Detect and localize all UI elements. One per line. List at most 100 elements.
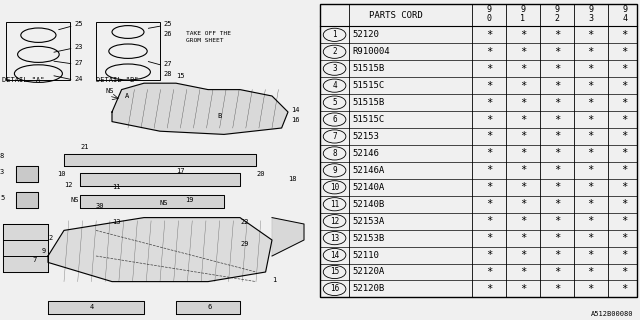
Text: *: * [520, 284, 526, 294]
Text: *: * [520, 250, 526, 260]
Text: *: * [621, 250, 628, 260]
Text: 3: 3 [0, 169, 4, 175]
Text: *: * [486, 216, 492, 226]
Text: *: * [554, 182, 560, 192]
Text: 24: 24 [74, 76, 83, 82]
Text: *: * [554, 81, 560, 91]
Text: *: * [520, 267, 526, 277]
Text: 30: 30 [96, 203, 104, 209]
Text: 6: 6 [208, 304, 212, 310]
Text: *: * [554, 132, 560, 141]
Text: 2: 2 [48, 235, 52, 241]
Text: 13: 13 [330, 234, 339, 243]
Text: *: * [554, 64, 560, 74]
Text: *: * [588, 64, 594, 74]
Text: PARTS CORD: PARTS CORD [369, 11, 423, 20]
Text: *: * [520, 132, 526, 141]
Text: *: * [621, 148, 628, 158]
Text: *: * [588, 30, 594, 40]
Text: 18: 18 [288, 176, 296, 182]
Text: 8: 8 [332, 149, 337, 158]
Text: *: * [486, 182, 492, 192]
Text: 28: 28 [164, 71, 172, 77]
Text: NS: NS [70, 196, 79, 203]
Text: *: * [554, 165, 560, 175]
Text: *: * [621, 267, 628, 277]
Text: *: * [588, 165, 594, 175]
Text: 51515C: 51515C [353, 115, 385, 124]
Text: *: * [554, 284, 560, 294]
Text: *: * [621, 98, 628, 108]
Text: 14: 14 [330, 251, 339, 260]
Text: *: * [554, 115, 560, 124]
Text: 52120: 52120 [353, 30, 380, 39]
Text: 7: 7 [32, 257, 36, 263]
Text: *: * [621, 81, 628, 91]
Polygon shape [48, 301, 144, 314]
Text: 27: 27 [74, 60, 83, 66]
Text: *: * [486, 148, 492, 158]
Text: *: * [588, 132, 594, 141]
Text: *: * [621, 47, 628, 57]
Text: 11: 11 [112, 184, 120, 190]
Text: *: * [554, 250, 560, 260]
Text: *: * [554, 148, 560, 158]
Text: 19: 19 [186, 196, 194, 203]
Text: *: * [486, 284, 492, 294]
Text: DETAIL "A": DETAIL "A" [2, 76, 44, 83]
Text: *: * [486, 64, 492, 74]
Text: 23: 23 [74, 44, 83, 50]
Text: NS: NS [106, 88, 114, 94]
Text: *: * [520, 199, 526, 209]
Text: *: * [621, 165, 628, 175]
Polygon shape [16, 166, 38, 182]
Text: *: * [486, 115, 492, 124]
Text: 10: 10 [330, 183, 339, 192]
Text: *: * [588, 233, 594, 243]
Text: *: * [588, 81, 594, 91]
Text: *: * [588, 98, 594, 108]
Text: *: * [588, 250, 594, 260]
Text: 52146: 52146 [353, 149, 380, 158]
Text: *: * [486, 233, 492, 243]
Text: 51515B: 51515B [353, 98, 385, 107]
Text: *: * [486, 30, 492, 40]
Text: 4: 4 [332, 81, 337, 90]
Text: 5: 5 [332, 98, 337, 107]
Polygon shape [64, 154, 256, 166]
Text: 7: 7 [332, 132, 337, 141]
Text: 14: 14 [291, 107, 300, 113]
Text: 26: 26 [164, 31, 172, 37]
Text: 16: 16 [291, 116, 300, 123]
Text: *: * [486, 250, 492, 260]
Polygon shape [48, 218, 272, 282]
Text: 22: 22 [240, 219, 248, 225]
Polygon shape [80, 173, 240, 186]
Text: 51515C: 51515C [353, 81, 385, 90]
Text: *: * [621, 182, 628, 192]
Text: 12: 12 [330, 217, 339, 226]
Text: *: * [486, 267, 492, 277]
Text: *: * [588, 115, 594, 124]
Text: 16: 16 [330, 284, 339, 293]
Text: *: * [520, 115, 526, 124]
Text: 51515B: 51515B [353, 64, 385, 73]
Text: *: * [554, 267, 560, 277]
Text: 11: 11 [330, 200, 339, 209]
Text: 25: 25 [164, 21, 172, 27]
Text: *: * [520, 233, 526, 243]
Text: 13: 13 [112, 219, 120, 225]
Text: 21: 21 [80, 144, 88, 150]
Text: *: * [486, 98, 492, 108]
Text: 10: 10 [58, 171, 66, 177]
Text: *: * [486, 132, 492, 141]
Text: 5: 5 [0, 195, 4, 201]
Text: *: * [486, 81, 492, 91]
Text: *: * [520, 98, 526, 108]
Text: 25: 25 [74, 21, 83, 27]
Text: 20: 20 [256, 171, 264, 177]
Text: 2: 2 [332, 47, 337, 56]
Text: R910004: R910004 [353, 47, 390, 56]
Text: A: A [125, 92, 129, 99]
Text: *: * [520, 182, 526, 192]
